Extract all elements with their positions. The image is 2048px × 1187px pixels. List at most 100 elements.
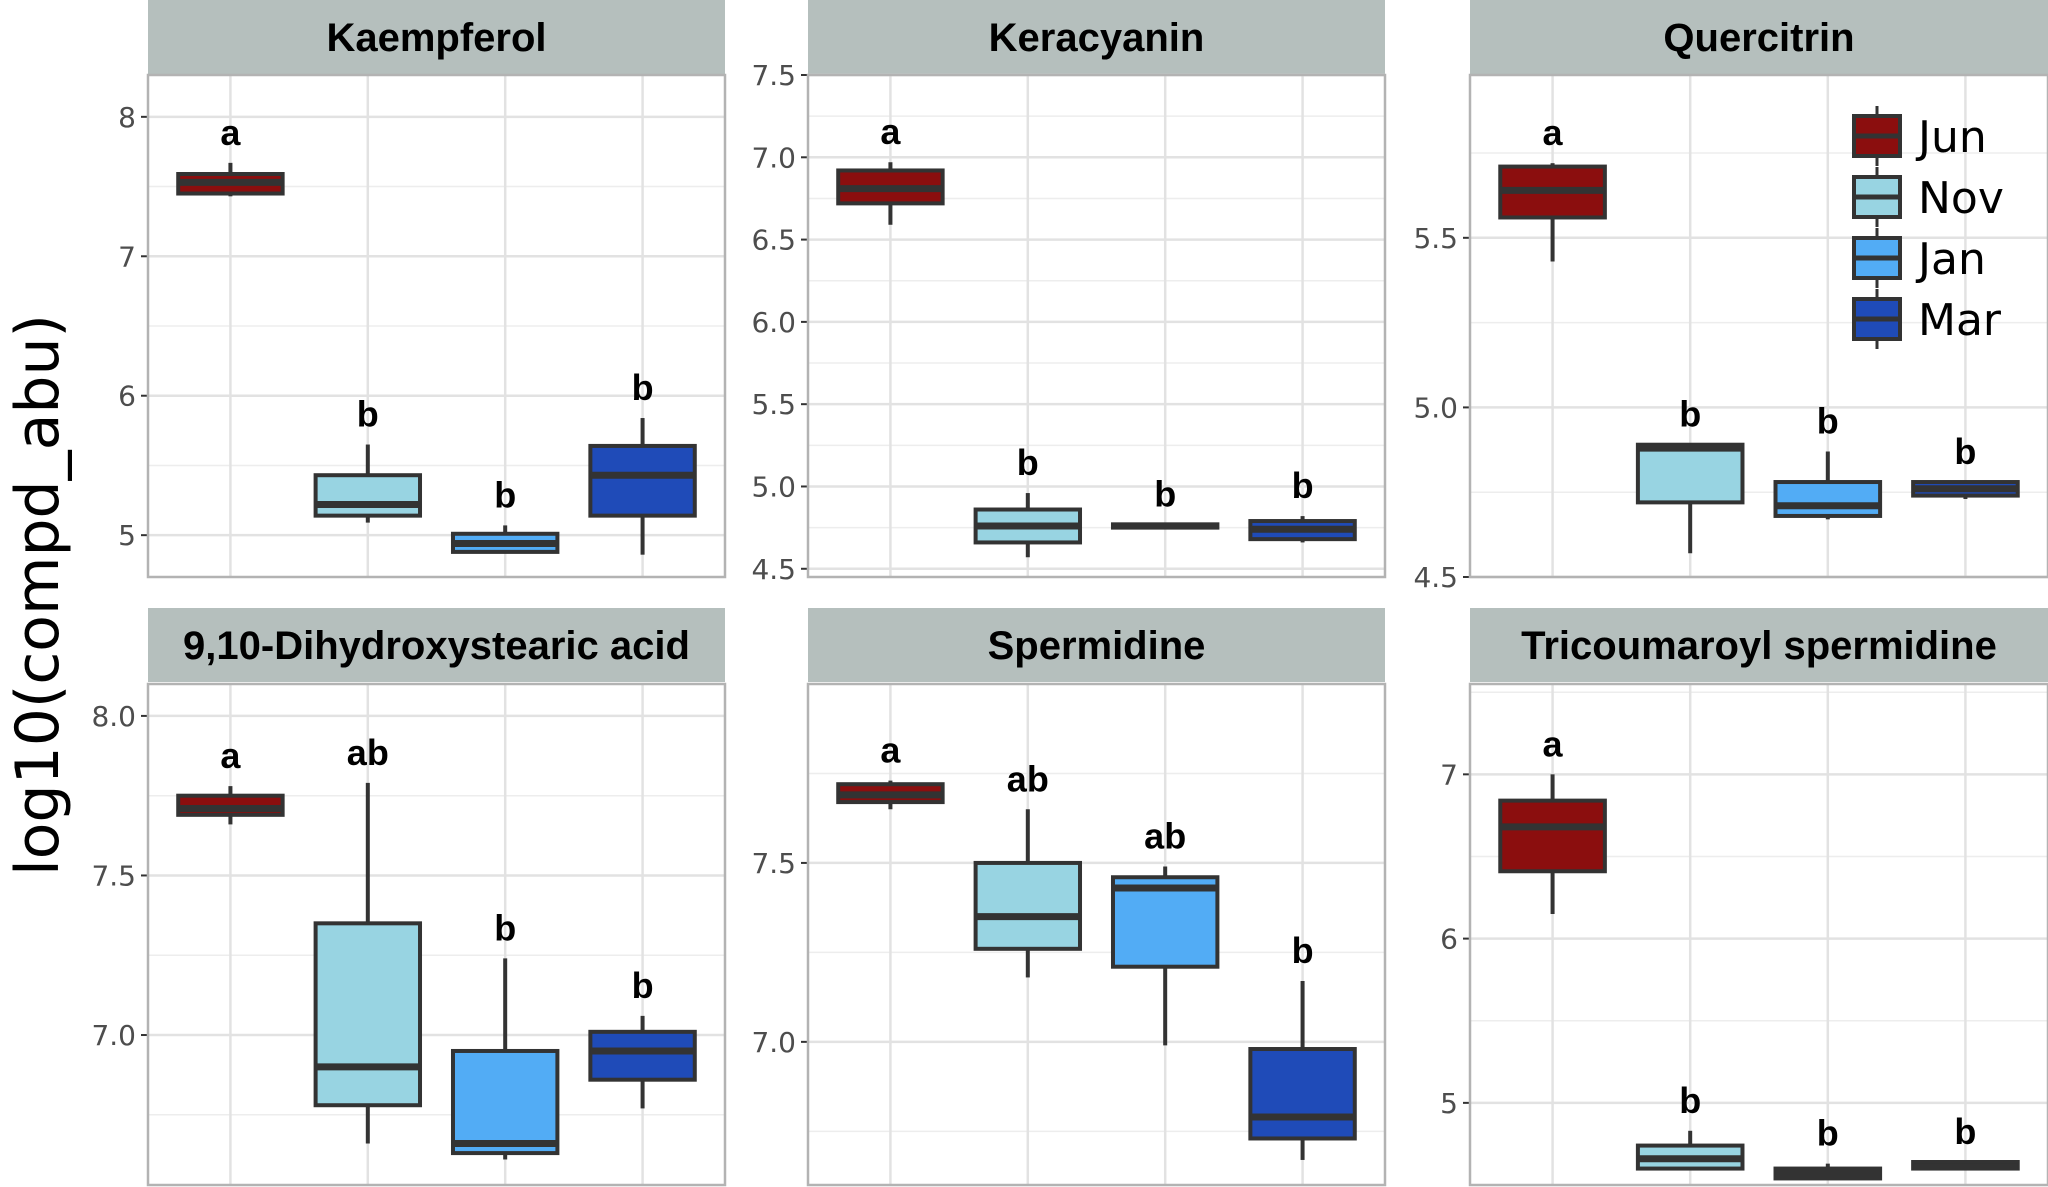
facet-strip (808, 608, 1385, 682)
box-jun: a (176, 112, 285, 197)
significance-letter: a (1543, 723, 1564, 764)
panel-4: 9,10-Dihydroxystearic acid 7.0 7.5 8.0 a ab b b (91, 608, 727, 1187)
significance-letter: b (1292, 930, 1314, 971)
y-tick-label: 7 (118, 240, 136, 273)
box-iqr (588, 443, 697, 518)
panel-2: Keracyanin 4.5 5.0 5.5 6.0 6.5 7.0 7.5 a b b b (751, 0, 1387, 586)
significance-letter: a (220, 112, 241, 153)
panel-border (1468, 682, 2048, 1187)
box-nov: b (313, 394, 423, 523)
legend-item-jan: Jan (1852, 228, 1986, 288)
y-tick-label: 4.5 (751, 553, 796, 586)
legend-label: Jan (1915, 234, 1986, 285)
facet-strip (148, 0, 725, 74)
box-mar: b (1248, 930, 1357, 1160)
box-iqr (313, 921, 423, 1108)
box-nov: b (1635, 1080, 1745, 1171)
legend-item-nov: Nov (1852, 167, 2004, 227)
box-iqr (1498, 798, 1607, 874)
y-tick-label: 6.0 (751, 306, 796, 339)
y-tick-label: 7.5 (751, 847, 796, 880)
y-tick-label: 7.0 (91, 1019, 136, 1052)
box-iqr (1248, 1047, 1357, 1141)
facet-title: Quercitrin (1663, 16, 1854, 60)
significance-letter: b (1817, 401, 1839, 442)
significance-letter: a (220, 735, 241, 776)
legend-item-jun: Jun (1852, 106, 1987, 166)
panel-background (808, 75, 1385, 577)
box-jan: b (450, 474, 560, 554)
significance-letter: b (1954, 431, 1976, 472)
significance-letter: ab (347, 732, 389, 773)
box-iqr (1773, 480, 1883, 518)
y-tick-label: 8.0 (91, 700, 136, 733)
y-tick-label: 5 (1440, 1087, 1458, 1120)
box-jan: b (450, 907, 560, 1160)
y-tick-label: 7.5 (91, 859, 136, 892)
significance-letter: b (632, 367, 654, 408)
significance-letter: b (1292, 465, 1314, 506)
box-iqr (313, 473, 423, 518)
box-nov: b (1635, 394, 1745, 554)
y-tick-label: 5.5 (751, 388, 796, 421)
box-jun: a (176, 735, 285, 825)
panel-1: Kaempferol 5 6 7 8 a b b b (118, 0, 727, 579)
facet-strip (1470, 608, 2048, 682)
y-axis-label: log10(compd_abu) (3, 314, 73, 876)
significance-letter: b (494, 474, 516, 515)
y-tick-label: 5.0 (751, 470, 796, 503)
y-tick-label: 5.5 (1413, 222, 1458, 255)
box-mar: b (1911, 1111, 2020, 1171)
y-tick-label: 6 (1440, 923, 1458, 956)
box-nov: ab (973, 758, 1083, 978)
box-jun: a (836, 730, 945, 810)
box-jan: b (1773, 401, 1883, 520)
y-tick-label: 4.5 (1413, 561, 1458, 594)
facet-strip (148, 608, 725, 682)
facet-title: Spermidine (988, 624, 1206, 668)
y-tick-label: 7.5 (751, 59, 796, 92)
significance-letter: ab (1144, 816, 1186, 857)
box-jun: a (836, 111, 945, 225)
box-nov: ab (313, 732, 423, 1144)
facet-title: Tricoumaroyl spermidine (1521, 624, 1997, 668)
facet-strip (1470, 0, 2048, 74)
y-tick-label: 7 (1440, 758, 1458, 791)
box-jan: b (1773, 1113, 1883, 1181)
significance-letter: b (1679, 1080, 1701, 1121)
legend-label: Jun (1915, 112, 1987, 163)
box-mar: b (588, 367, 697, 555)
significance-letter: a (880, 730, 901, 771)
box-iqr (450, 1048, 560, 1156)
significance-letter: a (880, 111, 901, 152)
significance-letter: b (632, 965, 654, 1006)
y-tick-label: 7.0 (751, 141, 796, 174)
significance-letter: ab (1007, 758, 1049, 799)
box-iqr (1635, 442, 1745, 505)
y-tick-label: 7.0 (751, 1026, 796, 1059)
box-mar: b (1248, 465, 1357, 543)
box-iqr (588, 1029, 697, 1082)
box-iqr (1110, 875, 1220, 969)
significance-letter: b (494, 907, 516, 948)
panel-border (806, 73, 1387, 579)
significance-letter: b (357, 394, 379, 435)
significance-letter: b (1154, 473, 1176, 514)
panel-3: Quercitrin 4.5 5.0 5.5 a b b b (1413, 0, 2048, 594)
legend-item-mar: Mar (1852, 289, 2002, 349)
legend: Jun Nov Jan Mar (1852, 106, 2004, 349)
significance-letter: b (1017, 442, 1039, 483)
y-tick-label: 6.5 (751, 224, 796, 257)
significance-letter: b (1817, 1113, 1839, 1154)
panel-border (146, 73, 727, 579)
box-nov: b (973, 442, 1083, 558)
y-tick-label: 8 (118, 101, 136, 134)
y-tick-label: 6 (118, 380, 136, 413)
box-jan: b (1110, 473, 1220, 530)
panel-border (146, 682, 727, 1187)
box-iqr (973, 860, 1083, 951)
facet-title: Keracyanin (989, 16, 1205, 60)
box-mar: b (1911, 431, 2020, 499)
